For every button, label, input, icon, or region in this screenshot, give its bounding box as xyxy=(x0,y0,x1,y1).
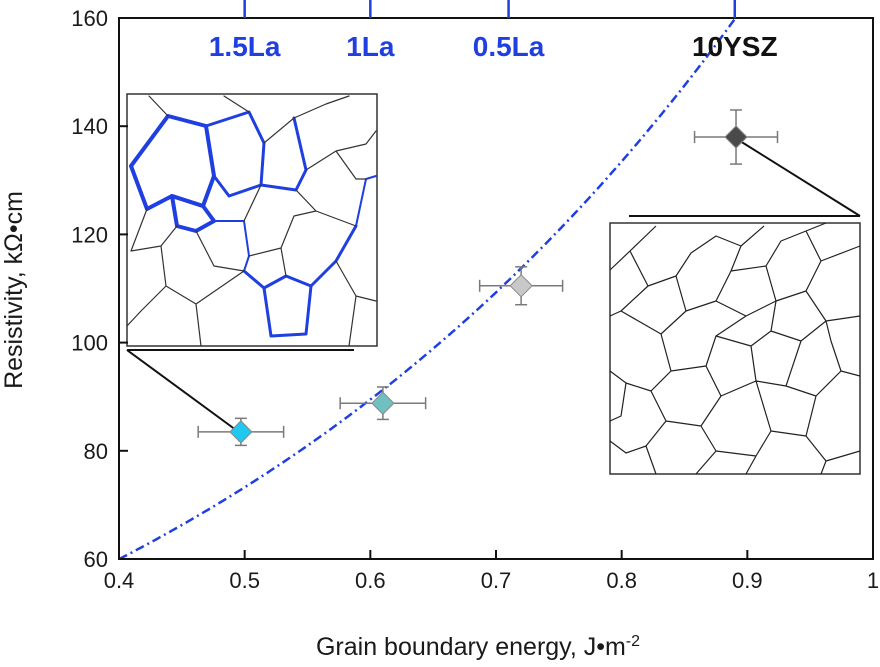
connector-1-5la xyxy=(126,349,237,431)
inset-1-5la-frame xyxy=(126,93,378,347)
inset-10ysz-frame xyxy=(609,222,861,475)
x-tick-label: 0.9 xyxy=(732,568,763,593)
inset-1-5la xyxy=(126,93,378,351)
top-axis-label: 10YSZ xyxy=(692,31,778,62)
y-tick-label: 100 xyxy=(71,331,108,356)
inset-1-5la-grains xyxy=(126,95,377,347)
inset-1-5la-grain-boundary xyxy=(126,95,377,347)
inset-connectors xyxy=(126,140,861,431)
inset-10ysz xyxy=(609,215,861,475)
inset-1-5la-grain-boundary xyxy=(259,116,308,192)
x-tick-label: 0.7 xyxy=(481,568,512,593)
x-tick-label: 0.6 xyxy=(355,568,386,593)
inset-1-5la-grain-boundary xyxy=(242,224,358,290)
y-tick-label: 140 xyxy=(71,114,108,139)
data-marker xyxy=(229,420,253,444)
inset-1-5la-grain-boundary xyxy=(170,194,216,233)
data-marker xyxy=(371,391,395,415)
inset-1-5la-grain-boundary xyxy=(204,110,266,198)
data-point-2 xyxy=(339,386,427,421)
y-axis-title: Resistivity, kΩ•cm xyxy=(0,191,28,389)
fit-curve xyxy=(119,18,738,559)
x-axis-title: Grain boundary energy, J•m-2 xyxy=(316,633,640,661)
top-axis-label: 1La xyxy=(346,31,395,62)
y-tick-label: 80 xyxy=(84,439,108,464)
inset-1-5la-grain-boundary xyxy=(262,284,313,338)
connector-10ysz xyxy=(739,140,861,217)
inset-1-5la-grain-boundary xyxy=(129,114,216,211)
y-tick-label: 160 xyxy=(71,6,108,31)
x-tick-label: 0.4 xyxy=(104,568,135,593)
top-axis-label: 0.5La xyxy=(473,31,545,62)
inset-10ysz-grains xyxy=(609,222,861,475)
y-tick-label: 60 xyxy=(84,547,108,572)
data-marker xyxy=(724,125,748,149)
x-tick-label: 0.8 xyxy=(606,568,637,593)
data-marker xyxy=(509,274,533,298)
data-point-4 xyxy=(693,109,779,165)
top-axis-label: 1.5La xyxy=(209,31,281,62)
x-axis-title-superscript: -2 xyxy=(626,633,640,650)
y-tick-label: 120 xyxy=(71,222,108,247)
x-tick-label: 1 xyxy=(867,568,879,593)
data-point-3 xyxy=(478,266,564,306)
inset-1-5la-grain-boundary xyxy=(213,220,250,272)
data-point-1 xyxy=(197,417,285,447)
x-tick-label: 0.5 xyxy=(229,568,260,593)
